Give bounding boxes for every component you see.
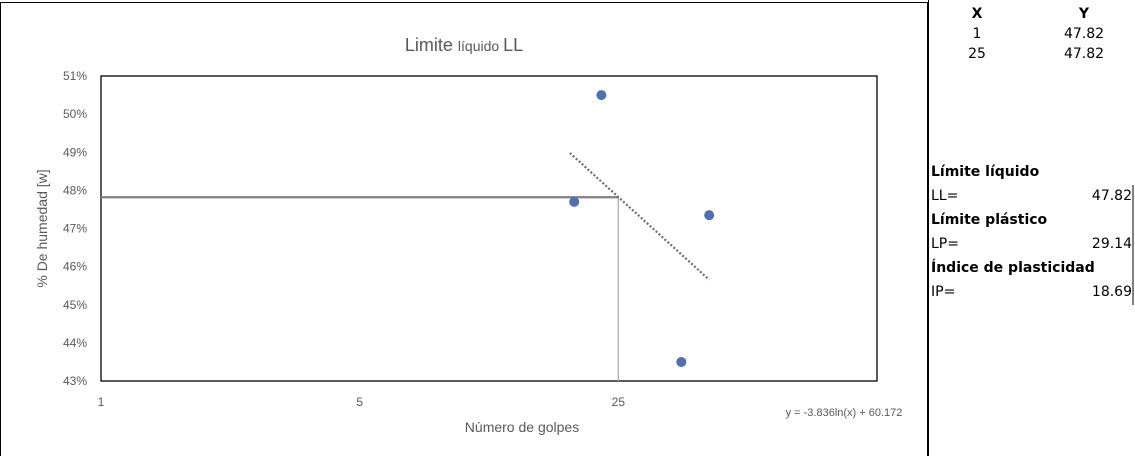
result-cell-borders <box>1132 185 1134 305</box>
data-point-1 <box>569 196 580 207</box>
y-tick-label-4: 47% <box>63 222 87 236</box>
x-tick-label-1: 5 <box>356 395 363 409</box>
table-row-2-y: 47.82 <box>1063 46 1105 62</box>
y-axis-label: % De humedad [w] <box>34 169 50 287</box>
y-tick-label-6: 49% <box>63 145 87 159</box>
lp-value: 29.14 <box>1091 236 1132 252</box>
lp-label: LP= <box>931 236 959 252</box>
lp-title: Límite plástico <box>931 212 1048 228</box>
y-tick-label-3: 46% <box>63 260 87 274</box>
table-header-y: Y <box>1078 6 1090 22</box>
trendline-equation: y = -3.836ln(x) + 60.172 <box>786 407 903 419</box>
y-tick-label-7: 50% <box>63 107 87 121</box>
y-tick-label-2: 45% <box>63 298 87 312</box>
ip-label: IP= <box>931 284 956 300</box>
table-row-2-x: 25 <box>968 46 986 62</box>
x-axis-label: Número de golpes <box>465 419 579 435</box>
plot-area <box>100 75 878 382</box>
ip-title: Índice de plasticidad <box>931 260 1095 276</box>
ip-value: 18.69 <box>1091 284 1132 300</box>
ll-title: Límite líquido <box>931 164 1040 180</box>
ll-value: 47.82 <box>1091 188 1132 204</box>
table-row-1-y: 47.82 <box>1063 26 1105 42</box>
x-tick-label-2: 25 <box>612 395 626 409</box>
table-header-x: X <box>971 6 983 22</box>
ll-label: LL= <box>931 188 959 204</box>
data-point-4 <box>704 210 715 221</box>
chart-title: Limite líquido LL <box>405 35 523 55</box>
side-panel: X Y 1 47.82 25 47.82 Límite líquido LL= … <box>928 0 1135 456</box>
data-point-2 <box>596 90 607 101</box>
chart-plot: Limite líquido LL 43% 44% 45% 46% 47% 48% 49% 50… <box>34 35 903 435</box>
data-point-3 <box>676 356 687 367</box>
trendline <box>569 152 710 281</box>
y-tick-label-5: 48% <box>63 183 87 197</box>
y-tick-label-8: 51% <box>63 69 87 83</box>
chart-frame: Limite líquido LL 43% 44% 45% 46% 47% 48% 49% 50… <box>0 2 928 456</box>
table-row-1-x: 1 <box>972 26 982 42</box>
y-tick-label-0: 43% <box>63 374 87 388</box>
x-tick-label-0: 1 <box>98 395 105 409</box>
y-tick-label-1: 44% <box>63 336 87 350</box>
